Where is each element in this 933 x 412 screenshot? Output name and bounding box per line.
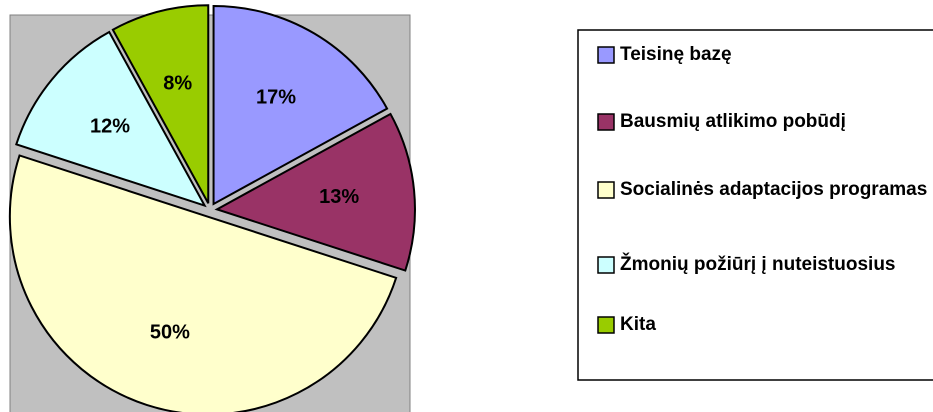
- legend-line: Socialinės adaptacijos programas: [620, 179, 927, 200]
- data-label: 12%: [90, 116, 130, 138]
- legend-swatch: [597, 113, 615, 131]
- legend-label: Teisinę bazę: [620, 44, 732, 65]
- data-label: 8%: [163, 73, 192, 95]
- legend-swatch: [597, 46, 615, 64]
- legend-swatch: [597, 316, 615, 334]
- legend-line: Kita: [620, 314, 656, 335]
- legend-swatch: [597, 181, 615, 199]
- pie-slice: [15, 30, 207, 208]
- pie-slice: [212, 4, 389, 206]
- data-label: 13%: [319, 186, 359, 208]
- legend: [577, 29, 933, 381]
- legend-label: Žmonių požiūrį į nuteistuosius: [620, 253, 896, 275]
- legend-line: Bausmių atlikimo pobūdį: [620, 111, 846, 132]
- pie-slice: [8, 154, 398, 412]
- pie-slice: [111, 4, 210, 204]
- legend-line: Žmonių požiūrį į nuteistuosius: [620, 253, 896, 275]
- legend-swatch: [597, 256, 615, 274]
- legend-label: Kita: [620, 314, 656, 335]
- data-label: 17%: [256, 87, 296, 109]
- legend-label: Bausmių atlikimo pobūdį: [620, 111, 846, 132]
- legend-line: Teisinę bazę: [620, 44, 732, 65]
- pie-slice: [214, 112, 416, 272]
- data-label: 50%: [150, 322, 190, 344]
- legend-label: Socialinės adaptacijos programas: [620, 179, 927, 200]
